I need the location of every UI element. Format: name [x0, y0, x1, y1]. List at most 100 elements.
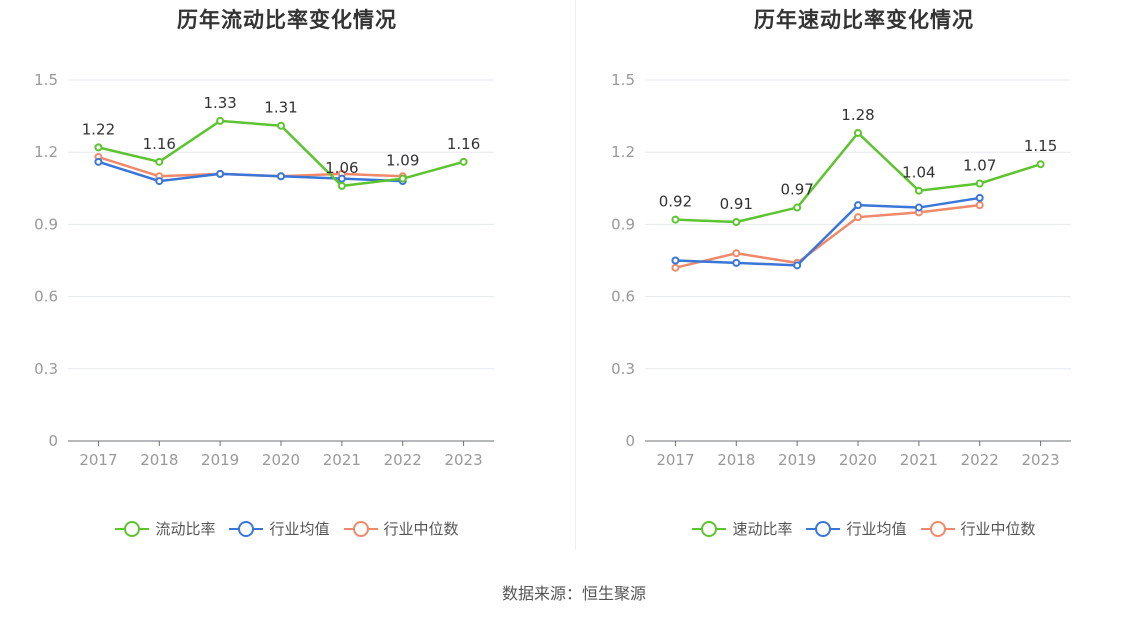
x-tick-label: 2022	[961, 451, 999, 469]
legend-label: 行业中位数	[960, 520, 1036, 538]
y-tick-label: 0.6	[611, 288, 635, 306]
data-label: 1.07	[963, 156, 996, 174]
data-point	[398, 174, 407, 183]
data-point	[975, 179, 984, 188]
legend-marker-icon	[115, 520, 150, 537]
data-label: 1.04	[902, 164, 935, 182]
legend-label: 速动比率	[732, 520, 793, 538]
legend-item-industry-median[interactable]: 行业中位数	[920, 518, 1036, 539]
data-point	[459, 157, 468, 166]
data-label: 0.92	[659, 193, 692, 211]
panel-divider	[575, 0, 576, 550]
y-tick-label: 0.9	[34, 215, 58, 233]
y-tick-label: 0.3	[34, 360, 58, 378]
quick-ratio-chart: 历年速动比率变化情况 0 0.3 0.6 0.9 1.2 1.5 2017 2018 2019 2…	[577, 0, 1148, 560]
chart-title: 历年流动比率变化情况	[177, 8, 397, 32]
data-label: 0.97	[780, 181, 813, 199]
legend: 流动比率 行业均值 行业中位数	[0, 518, 574, 539]
data-point	[216, 169, 225, 178]
x-tick-label: 2020	[262, 451, 300, 469]
data-point	[277, 172, 285, 181]
data-point	[793, 203, 802, 212]
data-label: 1.16	[447, 135, 480, 153]
legend-marker-icon	[920, 520, 955, 537]
data-point	[854, 128, 862, 137]
x-tick-label: 2023	[444, 451, 482, 469]
y-tick-label: 1.5	[34, 71, 58, 89]
data-label: 1.06	[325, 159, 358, 177]
legend-label: 流动比率	[155, 520, 216, 538]
y-tick-label: 0.6	[34, 288, 58, 306]
data-point	[155, 157, 164, 166]
series-line	[675, 203, 980, 269]
data-point	[671, 215, 680, 224]
legend-item-industry-average[interactable]: 行业均值	[229, 518, 330, 539]
data-label: 1.33	[203, 94, 236, 112]
data-point	[854, 213, 862, 222]
x-tick-label: 2019	[778, 451, 816, 469]
legend-marker-icon	[343, 520, 378, 537]
data-point	[975, 201, 984, 210]
data-point	[671, 256, 680, 265]
data-label: 1.15	[1024, 137, 1057, 155]
series-line	[675, 196, 980, 267]
current-ratio-chart: 历年流动比率变化情况 0 0.3 0.6 0.9 1.2 1.5 2017 2018 2019 2…	[0, 0, 574, 560]
legend-label: 行业中位数	[383, 520, 459, 538]
data-point	[94, 157, 103, 166]
legend: 速动比率 行业均值 行业中位数	[577, 518, 1148, 539]
data-point	[671, 263, 680, 272]
data-source-note: 数据来源：恒生聚源	[501, 584, 646, 603]
data-label: 1.31	[264, 99, 297, 117]
legend-label: 行业均值	[846, 520, 907, 538]
data-point	[1036, 160, 1045, 169]
data-point	[975, 193, 984, 202]
chart-title: 历年速动比率变化情况	[754, 8, 974, 32]
y-tick-label: 1.5	[611, 71, 635, 89]
y-tick-label: 1.2	[611, 143, 635, 161]
data-point	[155, 177, 164, 186]
x-tick-label: 2018	[140, 451, 178, 469]
quick-ratio-plot: 0 0.3 0.6 0.9 1.2 1.5 2017 2018 2019 2020 2021 2022…	[611, 71, 1071, 469]
y-tick-label: 0.3	[611, 360, 635, 378]
data-label: 0.91	[720, 195, 753, 213]
x-tick-label: 2020	[839, 451, 877, 469]
data-label: 1.28	[841, 106, 874, 124]
data-point	[732, 258, 741, 267]
data-label: 1.09	[386, 152, 419, 170]
legend-item-industry-median[interactable]: 行业中位数	[343, 518, 459, 539]
legend-label: 行业均值	[269, 520, 330, 538]
legend-item-current-ratio[interactable]: 流动比率	[115, 518, 215, 539]
data-point	[914, 203, 923, 212]
data-point	[914, 186, 923, 195]
data-point	[732, 217, 741, 226]
y-tick-label: 0.9	[611, 215, 635, 233]
legend-item-quick-ratio[interactable]: 速动比率	[692, 518, 792, 539]
legend-item-industry-average[interactable]: 行业均值	[806, 518, 907, 539]
y-tick-label: 1.2	[34, 143, 58, 161]
legend-marker-icon	[692, 520, 727, 537]
y-tick-label: 0	[625, 432, 635, 450]
data-point	[337, 181, 346, 190]
data-point	[94, 143, 103, 152]
data-point	[216, 116, 225, 125]
data-label: 1.16	[143, 135, 176, 153]
legend-marker-icon	[806, 520, 841, 537]
x-tick-label: 2022	[384, 451, 422, 469]
y-tick-label: 0	[48, 432, 58, 450]
x-tick-label: 2019	[201, 451, 239, 469]
x-tick-label: 2017	[79, 451, 117, 469]
series-line	[98, 160, 403, 183]
x-tick-label: 2023	[1021, 451, 1059, 469]
data-point	[732, 249, 741, 258]
current-ratio-plot: 0 0.3 0.6 0.9 1.2 1.5 2017 2018 2019 2020 2021 2022…	[34, 71, 494, 469]
data-label: 1.22	[82, 120, 115, 138]
x-tick-label: 2018	[717, 451, 755, 469]
data-point	[277, 121, 285, 130]
data-point	[337, 174, 346, 183]
x-tick-label: 2021	[323, 451, 361, 469]
x-tick-label: 2021	[900, 451, 938, 469]
data-point	[854, 201, 862, 210]
legend-marker-icon	[229, 520, 264, 537]
x-tick-label: 2017	[656, 451, 694, 469]
data-point	[793, 261, 802, 270]
